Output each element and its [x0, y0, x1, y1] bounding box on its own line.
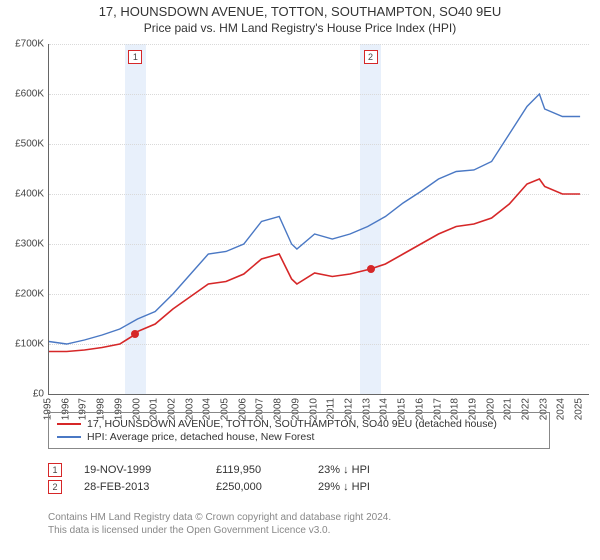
transaction-marker-box: 1 [128, 50, 142, 64]
transaction-price: £119,950 [216, 464, 296, 476]
y-tick-label: £200K [2, 289, 44, 300]
plot-region: 12 [48, 44, 589, 395]
chart-subtitle: Price paid vs. HM Land Registry's House … [0, 21, 600, 35]
y-tick-label: £0 [2, 389, 44, 400]
footer-line: This data is licensed under the Open Gov… [48, 525, 391, 538]
transaction-table: 1 19-NOV-1999 £119,950 23% ↓ HPI 2 28-FE… [48, 460, 408, 497]
chart-container: 17, HOUNSDOWN AVENUE, TOTTON, SOUTHAMPTO… [0, 0, 600, 560]
y-tick-label: £500K [2, 139, 44, 150]
y-tick-label: £700K [2, 39, 44, 50]
transaction-pct-vs-hpi: 23% ↓ HPI [318, 464, 408, 476]
line-series-svg [49, 44, 589, 394]
y-tick-label: £600K [2, 89, 44, 100]
legend-row: HPI: Average price, detached house, New … [57, 431, 541, 443]
legend-row: 17, HOUNSDOWN AVENUE, TOTTON, SOUTHAMPTO… [57, 418, 541, 430]
transaction-pct-vs-hpi: 29% ↓ HPI [318, 481, 408, 493]
series-hpi-line [49, 94, 580, 344]
transaction-marker-box: 2 [364, 50, 378, 64]
transaction-date: 19-NOV-1999 [84, 464, 194, 476]
transaction-marker-icon: 1 [48, 463, 62, 477]
footer-line: Contains HM Land Registry data © Crown c… [48, 512, 391, 525]
transaction-price: £250,000 [216, 481, 296, 493]
chart-title-address: 17, HOUNSDOWN AVENUE, TOTTON, SOUTHAMPTO… [0, 4, 600, 19]
y-tick-label: £300K [2, 239, 44, 250]
transaction-row: 2 28-FEB-2013 £250,000 29% ↓ HPI [48, 480, 408, 494]
legend-box: 17, HOUNSDOWN AVENUE, TOTTON, SOUTHAMPTO… [48, 412, 550, 449]
legend-label: HPI: Average price, detached house, New … [87, 431, 314, 443]
legend-swatch-property [57, 423, 81, 425]
transaction-point [367, 265, 375, 273]
transaction-point [131, 330, 139, 338]
chart-area: 12 £0£100K£200K£300K£400K£500K£600K£700K… [48, 44, 588, 394]
transaction-date: 28-FEB-2013 [84, 481, 194, 493]
x-tick-label: 2025 [574, 398, 585, 420]
legend-swatch-hpi [57, 436, 81, 438]
y-tick-label: £100K [2, 339, 44, 350]
x-tick-label: 2024 [556, 398, 567, 420]
transaction-marker-icon: 2 [48, 480, 62, 494]
title-block: 17, HOUNSDOWN AVENUE, TOTTON, SOUTHAMPTO… [0, 0, 600, 35]
legend-label: 17, HOUNSDOWN AVENUE, TOTTON, SOUTHAMPTO… [87, 418, 497, 430]
y-tick-label: £400K [2, 189, 44, 200]
transaction-row: 1 19-NOV-1999 £119,950 23% ↓ HPI [48, 463, 408, 477]
series-property-line [49, 179, 580, 352]
copyright-footer: Contains HM Land Registry data © Crown c… [48, 512, 391, 537]
